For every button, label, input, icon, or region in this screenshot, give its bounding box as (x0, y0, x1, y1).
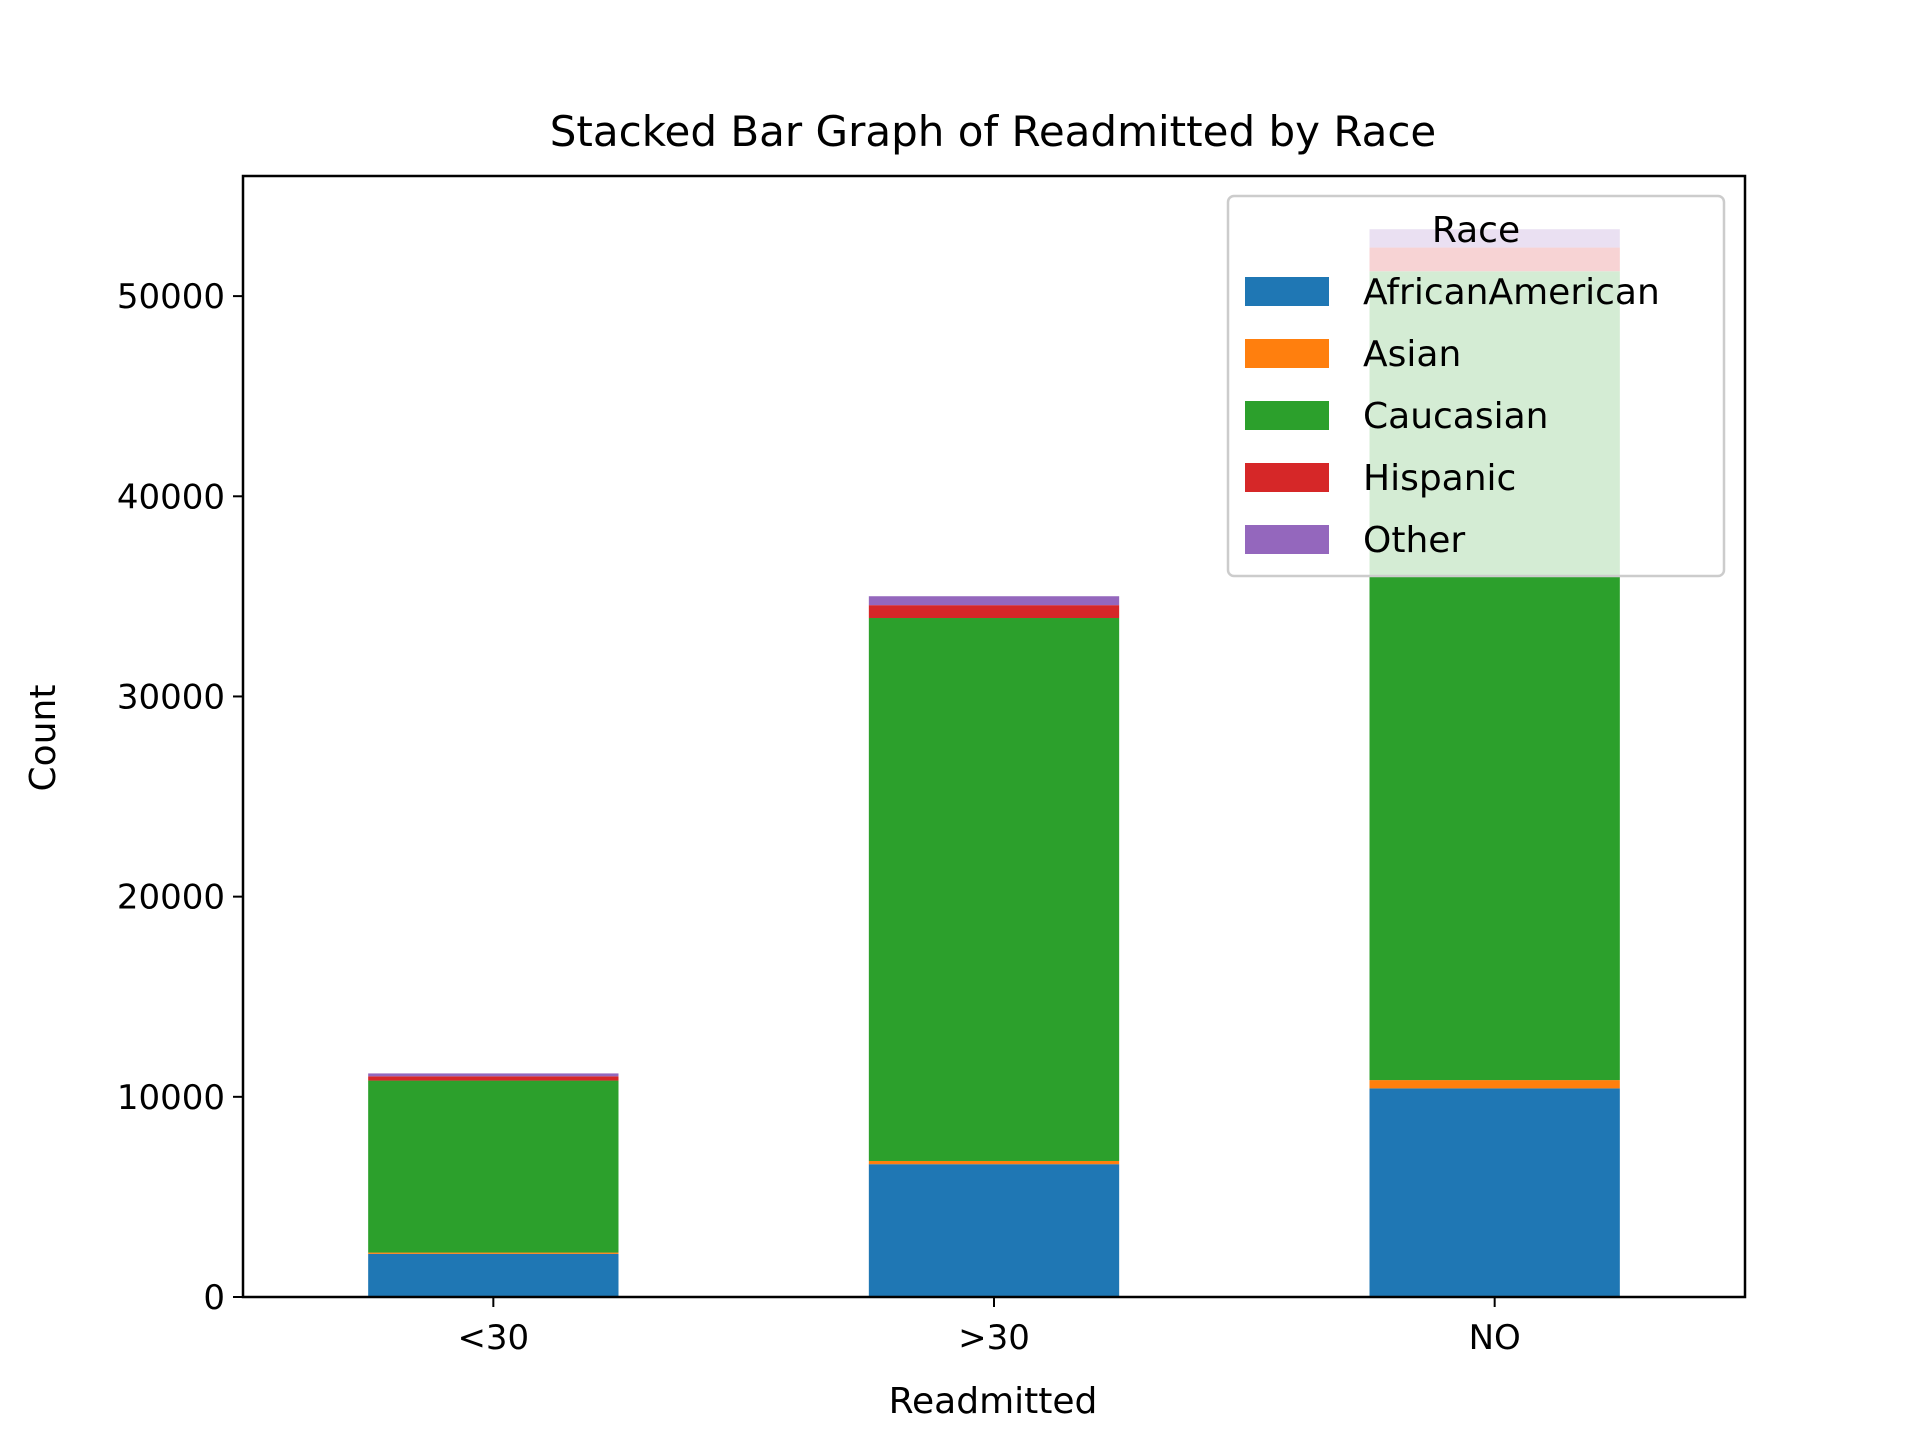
x-axis-label: Readmitted (889, 1381, 1098, 1422)
bar-asian-0 (368, 1252, 619, 1254)
y-tick-label: 10000 (117, 1078, 225, 1118)
legend-box (1226, 194, 1726, 578)
bar-asian-1 (868, 1160, 1120, 1165)
legend-label-caucasian: Caucasian (1363, 396, 1549, 437)
legend-swatch-hispanic (1245, 463, 1329, 492)
legend-title: Race (1432, 210, 1520, 251)
y-axis-label: Count (23, 685, 64, 792)
x-tick-label: NO (1469, 1318, 1521, 1358)
legend-label-hispanic: Hispanic (1363, 458, 1516, 499)
bar-africanamerican-0 (368, 1253, 619, 1297)
legend-label-africanamerican: AfricanAmerican (1363, 272, 1660, 313)
chart-title: Stacked Bar Graph of Readmitted by Race (550, 107, 1437, 156)
legend-swatch-other (1245, 525, 1329, 554)
legend-swatch-africanamerican (1245, 277, 1329, 306)
bar-africanamerican-1 (868, 1164, 1120, 1297)
legend-swatch-asian (1245, 339, 1329, 368)
y-tick-label: 20000 (117, 878, 225, 918)
legend-label-asian: Asian (1363, 334, 1461, 375)
bar-other-0 (368, 1073, 619, 1077)
axes-layer: 0 10000 20000 30000 40000 50000 <30 >30 NO (117, 174, 1747, 1358)
legend-label-other: Other (1363, 520, 1465, 561)
y-tick-label: 50000 (117, 277, 225, 317)
bar-caucasian-1 (868, 618, 1120, 1161)
x-tick-label: <30 (457, 1318, 529, 1358)
bar-asian-2 (1369, 1080, 1620, 1089)
legend-swatch-caucasian (1245, 401, 1329, 430)
x-tick-label: >30 (958, 1318, 1030, 1358)
bar-hispanic-0 (368, 1076, 619, 1081)
bar-hispanic-1 (868, 605, 1120, 619)
legend: Race AfricanAmerican Asian Caucasian Hispani… (1226, 194, 1726, 578)
y-tick-label: 0 (203, 1278, 225, 1318)
bar-caucasian-0 (368, 1080, 619, 1253)
y-tick-label: 40000 (117, 477, 225, 517)
y-tick-label: 30000 (117, 677, 225, 717)
bar-africanamerican-2 (1369, 1088, 1620, 1297)
bar-other-1 (868, 596, 1120, 606)
